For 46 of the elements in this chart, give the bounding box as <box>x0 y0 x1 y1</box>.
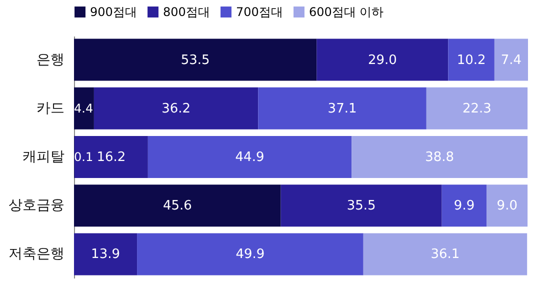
data-label: 4.4 <box>74 101 94 116</box>
y-tick-label: 상호금융 <box>8 198 64 214</box>
data-label: 49.9 <box>236 247 265 262</box>
bar <box>74 87 94 130</box>
bar <box>74 184 281 227</box>
data-label: 44.9 <box>235 150 264 165</box>
data-label: 38.8 <box>425 150 454 165</box>
bar <box>442 184 487 227</box>
bar <box>363 233 528 276</box>
legend-label: 700점대 <box>236 5 283 19</box>
y-tick-label: 은행 <box>36 52 64 68</box>
data-label: 53.5 <box>180 52 210 68</box>
data-label: 22.3 <box>462 101 492 116</box>
bar <box>74 38 317 81</box>
bar <box>494 38 528 81</box>
bar <box>316 38 448 81</box>
bar <box>137 233 364 276</box>
bar <box>74 136 148 178</box>
legend-label: 800점대 <box>163 5 210 19</box>
data-label: 36.2 <box>162 101 191 116</box>
y-tick-label: 캐피탈 <box>22 149 64 165</box>
bar <box>74 233 138 276</box>
bar <box>258 87 426 130</box>
bar <box>448 38 494 81</box>
legend-label: 600점대 이하 <box>309 5 384 19</box>
data-label: 13.9 <box>91 247 120 262</box>
bar <box>148 136 352 178</box>
bar <box>280 184 442 227</box>
bar <box>426 87 528 130</box>
data-label: 9.9 <box>454 198 475 214</box>
data-label: 9.0 <box>496 198 518 214</box>
data-label: 10.2 <box>456 52 486 68</box>
data-label: 29.0 <box>368 52 397 68</box>
data-label: 16.2 <box>96 150 126 165</box>
data-label: 0.1 <box>74 150 94 164</box>
y-tick-label: 카드 <box>36 100 64 116</box>
data-label: 45.6 <box>162 198 192 214</box>
bar <box>352 136 528 178</box>
bar <box>486 184 528 227</box>
legend-label: 900점대 <box>90 5 137 19</box>
data-label: 37.1 <box>328 101 357 116</box>
data-label: 7.4 <box>500 52 522 68</box>
data-label: 35.5 <box>346 198 376 214</box>
data-label: 36.1 <box>430 247 460 262</box>
bar <box>94 87 258 130</box>
y-tick-label: 저축은행 <box>8 246 64 262</box>
